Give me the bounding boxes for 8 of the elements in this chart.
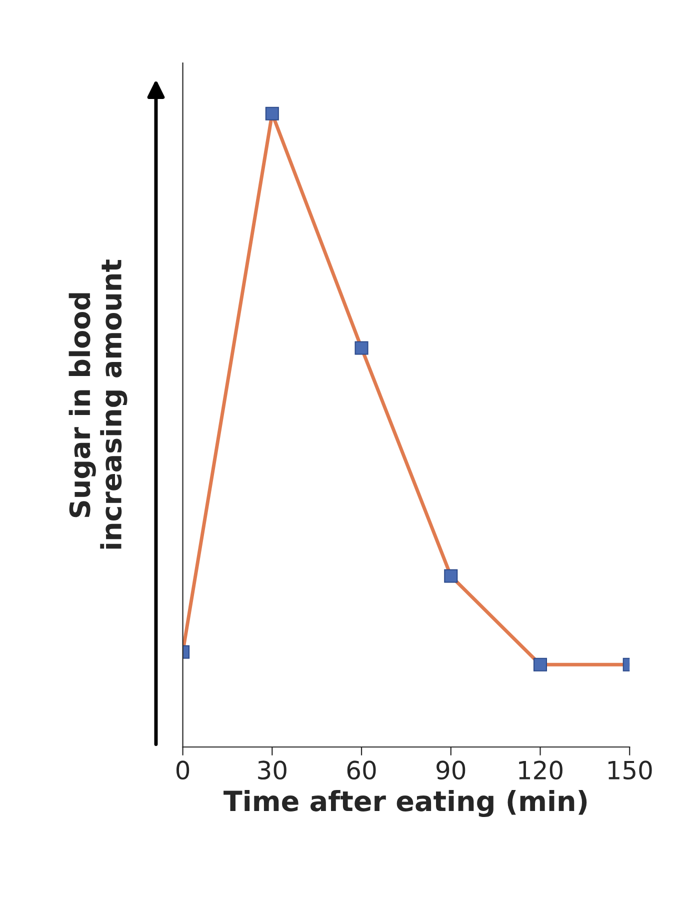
x-tick-label: 90 — [436, 760, 466, 780]
x-tick-label: 0 — [176, 760, 190, 780]
x-axis-title: Time after eating (min) — [224, 790, 587, 818]
x-tick-label: 60 — [347, 760, 376, 780]
x-tick-label: 120 — [519, 760, 562, 780]
y-axis-title: Sugar in blood increasing amount — [68, 260, 128, 549]
x-tick-label: 30 — [258, 760, 286, 780]
x-tick-label: 150 — [608, 760, 652, 780]
